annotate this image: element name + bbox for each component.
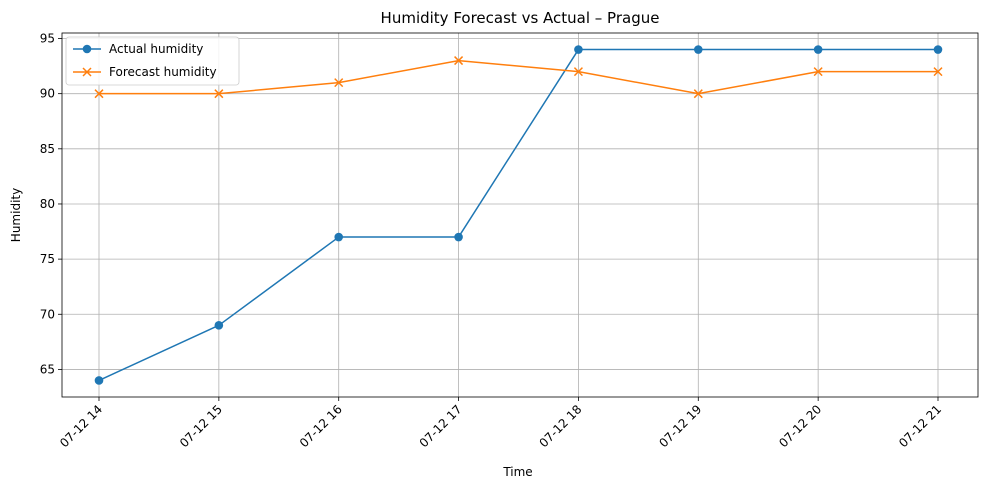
data-point xyxy=(454,232,463,242)
data-point xyxy=(573,67,583,77)
data-point xyxy=(813,67,823,77)
y-tick-label: 95 xyxy=(40,32,55,46)
y-tick-label: 80 xyxy=(40,197,55,211)
legend-box xyxy=(65,36,240,86)
legend-entry-actual: Actual humidity xyxy=(73,42,203,56)
legend-x-marker xyxy=(82,67,92,77)
series-forecast xyxy=(94,56,943,99)
x-tick-label: 07-12 14 xyxy=(57,402,105,450)
data-point xyxy=(94,376,104,385)
x-tick-label: 07-12 17 xyxy=(417,402,465,450)
data-point xyxy=(693,45,703,54)
legend-label-forecast: Forecast humidity xyxy=(109,65,217,79)
y-tick-label: 85 xyxy=(40,142,55,156)
legend-entry-forecast: Forecast humidity xyxy=(73,65,217,79)
grid xyxy=(62,33,978,397)
x-axis-label: Time xyxy=(502,465,532,479)
data-point xyxy=(454,56,464,66)
data-point xyxy=(94,89,104,99)
y-tick-label: 90 xyxy=(40,87,55,101)
series-layer xyxy=(94,45,943,385)
data-point xyxy=(693,89,703,99)
data-point xyxy=(933,45,943,54)
y-tick-label: 65 xyxy=(40,362,55,376)
y-tick-label: 70 xyxy=(40,307,55,321)
data-point xyxy=(334,232,344,242)
data-point xyxy=(933,67,943,77)
legend-label-actual: Actual humidity xyxy=(109,42,203,56)
series-line xyxy=(98,48,938,382)
data-point xyxy=(214,89,224,99)
data-point xyxy=(334,78,344,88)
x-tick-label: 07-12 19 xyxy=(656,402,704,450)
legend-circle-marker xyxy=(82,44,92,54)
x-tick-label: 07-12 18 xyxy=(536,402,584,450)
series-line xyxy=(99,59,938,95)
legend: Actual humidity Forecast humidity xyxy=(65,36,240,86)
series-actual xyxy=(94,45,943,385)
y-tick-label: 75 xyxy=(40,252,55,266)
x-tick-label: 07-12 20 xyxy=(776,402,824,450)
x-tick-label: 07-12 15 xyxy=(177,402,225,450)
data-point xyxy=(214,321,224,330)
x-tick-label: 07-12 21 xyxy=(896,402,944,450)
data-point xyxy=(813,45,823,54)
data-point xyxy=(574,45,583,54)
y-axis-label: Humidity xyxy=(9,188,23,242)
plot-frame xyxy=(61,32,979,398)
chart-title: Humidity Forecast vs Actual – Prague xyxy=(381,9,660,27)
x-tick-label: 07-12 16 xyxy=(297,402,345,450)
